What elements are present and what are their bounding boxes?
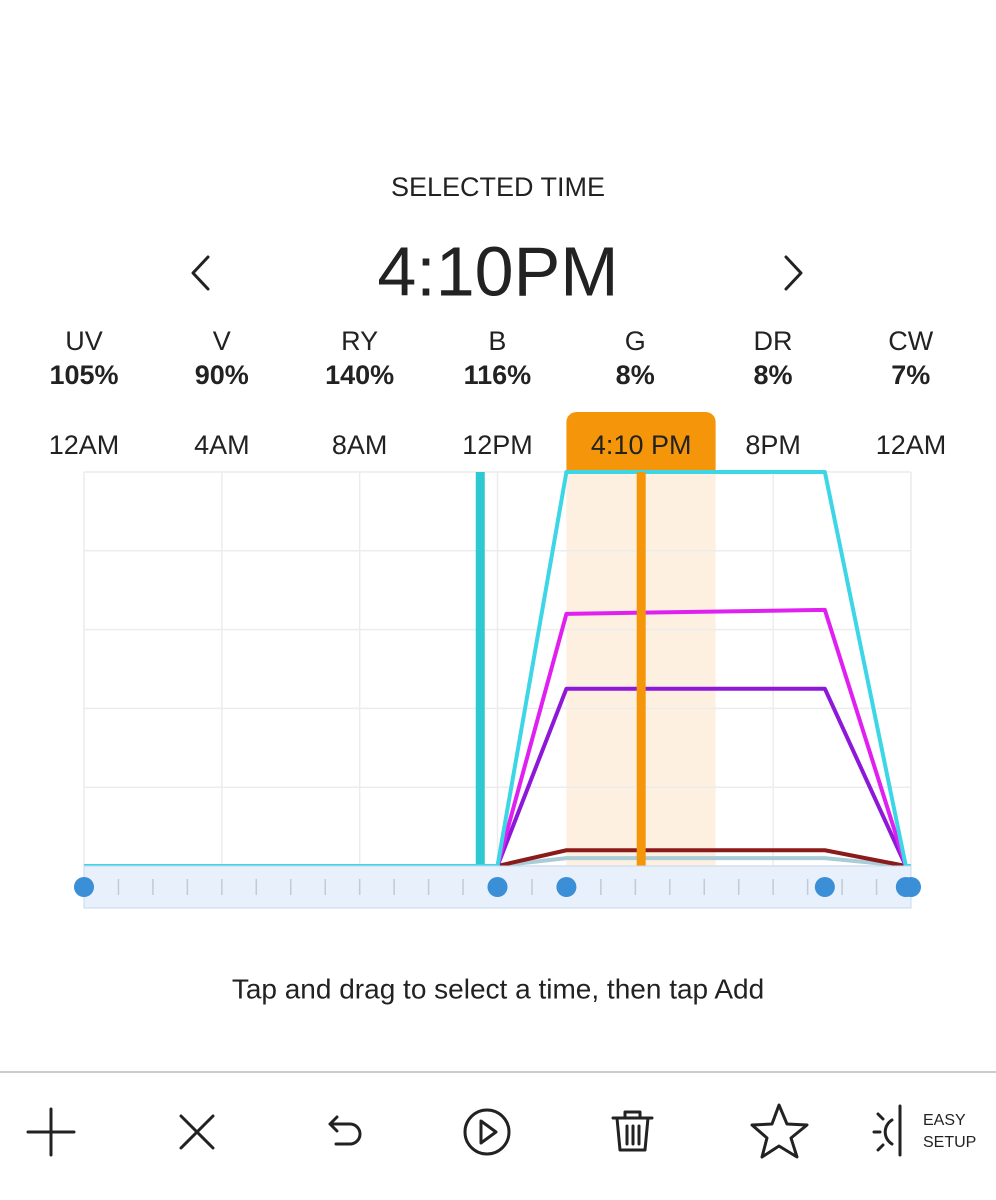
channel-value: 140% <box>325 360 394 390</box>
instruction: Tap and drag to select a time, then tap … <box>232 973 764 1004</box>
channel-name: RY <box>341 326 378 356</box>
x-tick-label: 4AM <box>194 430 250 460</box>
time-point[interactable] <box>901 877 921 897</box>
toolbar: EASY SETUP <box>26 1103 976 1159</box>
channel-name: G <box>625 326 646 356</box>
time-point[interactable] <box>556 877 577 897</box>
x-tick-label: 4:10 PM <box>591 430 692 460</box>
undo-button[interactable] <box>328 1115 362 1146</box>
time-point[interactable] <box>487 877 508 897</box>
channel-value: 116% <box>464 360 532 390</box>
channel-value: 90% <box>195 360 249 390</box>
add-button[interactable] <box>26 1107 76 1157</box>
chart: 12AM 4AM 8AM 12PM 4:10 PM 8PM 12AM <box>49 412 947 909</box>
delete-point-button[interactable] <box>179 1114 215 1150</box>
channel-value: 7% <box>891 360 930 390</box>
x-tick-label: 12PM <box>462 430 533 460</box>
selected-label: SELECTED TIME <box>391 172 605 202</box>
channel-name: B <box>488 326 506 356</box>
channel-value: 8% <box>616 360 655 390</box>
trash-button[interactable] <box>611 1110 654 1152</box>
channel-value: 105% <box>49 360 118 390</box>
play-button[interactable] <box>463 1108 511 1156</box>
x-tick-label: 8PM <box>745 430 801 460</box>
x-tick-label: 12AM <box>49 430 120 460</box>
easy-setup-button[interactable]: EASY SETUP <box>872 1104 976 1157</box>
next-arrow[interactable] <box>784 255 803 291</box>
time-point[interactable] <box>74 877 94 897</box>
easy-setup-label: EASY <box>923 1112 966 1129</box>
x-tick-label: 8AM <box>332 430 388 460</box>
selected-time-tab <box>566 412 716 472</box>
prev-arrow[interactable] <box>191 255 210 291</box>
channel-name: UV <box>65 326 103 356</box>
channel-value: 8% <box>753 360 792 390</box>
favorite-button[interactable] <box>750 1103 809 1159</box>
channel-name: CW <box>888 326 933 356</box>
selected-time: 4:10PM <box>377 232 618 310</box>
channel-name: DR <box>754 326 793 356</box>
x-tick-label: 12AM <box>876 430 947 460</box>
time-point[interactable] <box>814 877 835 897</box>
channel-name: V <box>213 326 231 356</box>
easy-setup-label: SETUP <box>923 1134 976 1151</box>
